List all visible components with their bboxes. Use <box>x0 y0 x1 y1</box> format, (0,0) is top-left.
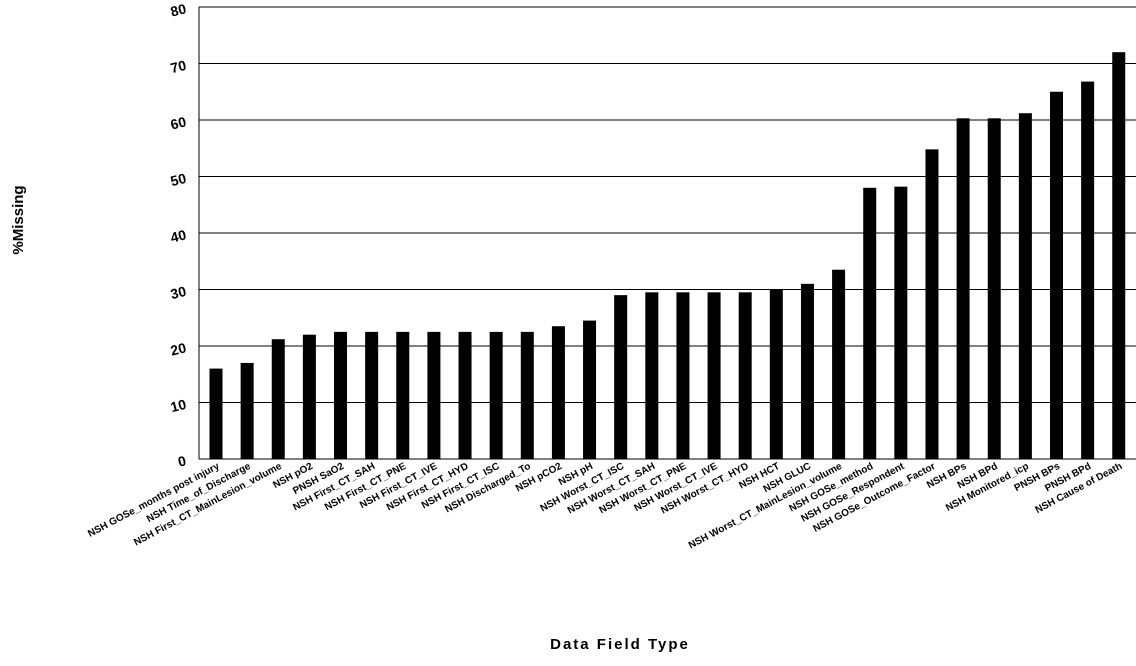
bar <box>1081 81 1095 459</box>
bar <box>645 292 659 459</box>
y-tick-label: 80 <box>169 0 188 19</box>
bar <box>1018 113 1032 459</box>
bar <box>458 331 472 459</box>
bar <box>271 339 285 459</box>
bar <box>769 289 783 459</box>
bar <box>707 292 721 459</box>
y-tick-labels: 0 10 20 30 40 50 60 70 80 <box>169 0 188 469</box>
bar <box>800 283 814 459</box>
bar <box>427 331 441 459</box>
bar <box>520 331 534 459</box>
bar <box>209 368 223 459</box>
bar <box>832 269 846 459</box>
bar <box>1112 52 1126 459</box>
bar <box>894 186 908 460</box>
y-tick-label: 70 <box>169 57 188 76</box>
y-tick-label: 50 <box>169 170 188 189</box>
y-tick-label: 0 <box>176 452 188 469</box>
bar <box>863 187 877 460</box>
x-axis-label: Data Field Type <box>550 636 690 653</box>
y-tick-label: 20 <box>169 339 188 358</box>
bar <box>925 149 939 459</box>
bar <box>614 295 628 459</box>
bar <box>396 331 410 459</box>
bar <box>738 292 752 459</box>
y-axis-label: %Missing <box>10 185 27 255</box>
bar <box>676 292 690 459</box>
gridlines <box>198 6 1136 460</box>
bar <box>240 362 254 459</box>
bar <box>489 331 503 459</box>
y-tick-label: 10 <box>169 396 188 415</box>
bar <box>956 118 970 460</box>
bar <box>551 326 565 459</box>
bar <box>987 118 1001 460</box>
bar <box>1049 91 1063 459</box>
y-tick-label: 30 <box>169 283 188 302</box>
y-tick-label: 60 <box>169 113 188 132</box>
y-tick-label: 40 <box>169 226 188 245</box>
bars <box>209 52 1126 460</box>
bar <box>334 331 348 459</box>
bar <box>302 334 316 459</box>
bar <box>583 320 597 459</box>
bar <box>365 331 379 459</box>
